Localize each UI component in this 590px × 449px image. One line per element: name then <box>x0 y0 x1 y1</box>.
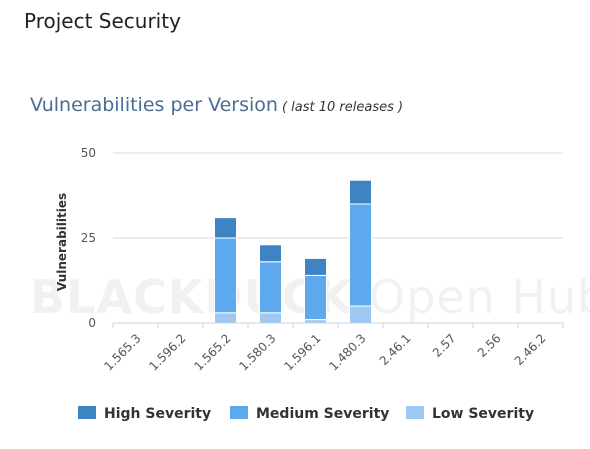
x-axis-ticks <box>113 323 563 328</box>
legend-swatch <box>406 406 424 419</box>
y-tick-labels: 0 25 50 <box>81 146 96 330</box>
x-tick-label: 2.57 <box>430 331 459 360</box>
bar-stack <box>215 180 372 323</box>
bar-segment[interactable] <box>260 262 282 313</box>
bar-segment[interactable] <box>350 180 372 204</box>
legend-item[interactable]: High Severity <box>78 405 211 423</box>
legend-label: Medium Severity <box>256 406 389 422</box>
legend-label: Low Severity <box>432 406 534 422</box>
bar-segment[interactable] <box>350 204 372 306</box>
bar-segment[interactable] <box>215 218 237 238</box>
x-tick-label: 1.565.2 <box>191 331 233 373</box>
x-tick-label: 2.56 <box>475 331 504 360</box>
bar-segment[interactable] <box>350 306 372 323</box>
x-tick-label: 2.46.1 <box>377 331 414 368</box>
legend-item[interactable]: Low Severity <box>406 405 534 423</box>
x-tick-label: 1.565.3 <box>101 331 143 373</box>
legend-item[interactable]: Medium Severity <box>230 405 389 423</box>
bar-segment[interactable] <box>215 238 237 313</box>
x-tick-label: 2.46.2 <box>512 331 549 368</box>
bar-segment[interactable] <box>215 313 237 323</box>
x-tick-label: 1.480.3 <box>326 331 368 373</box>
y-tick-label: 25 <box>81 231 96 245</box>
bar-segment[interactable] <box>260 245 282 262</box>
bar-segment[interactable] <box>305 275 327 319</box>
legend-swatch <box>230 406 248 419</box>
grid-lines <box>113 153 563 238</box>
x-tick-label: 1.596.1 <box>281 331 323 373</box>
legend-swatch <box>78 406 96 419</box>
legend-label: High Severity <box>104 406 211 422</box>
x-tick-label: 1.596.2 <box>146 331 188 373</box>
bar-segment[interactable] <box>305 320 327 323</box>
x-tick-labels: 1.565.3 1.596.2 1.565.2 1.580.3 1.596.1 1.480… <box>101 331 548 373</box>
y-tick-label: 50 <box>81 146 96 160</box>
y-axis-title: Vulnerabilities <box>55 193 69 291</box>
x-tick-label: 1.580.3 <box>236 331 278 373</box>
y-tick-label: 0 <box>88 316 96 330</box>
vulnerabilities-chart: 0 25 50 1.565.3 1.596.2 1.565.2 1.580.3 1.596.… <box>0 0 590 400</box>
bar-segment[interactable] <box>305 258 327 275</box>
bar-segment[interactable] <box>260 313 282 323</box>
